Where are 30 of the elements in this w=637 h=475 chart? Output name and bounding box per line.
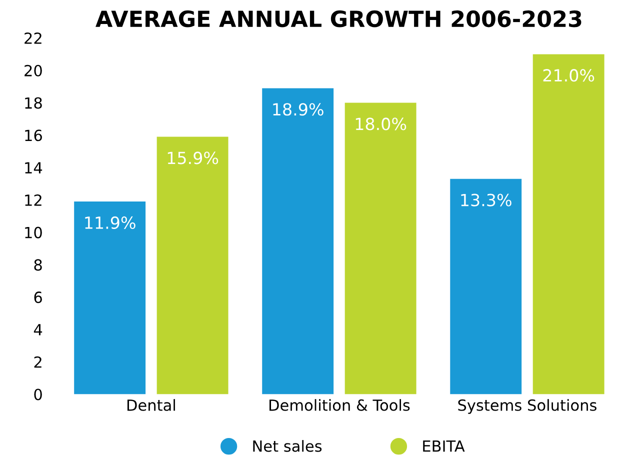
legend-label: EBITA <box>423 440 465 452</box>
data-label: 21.0% <box>543 69 594 82</box>
bar <box>262 88 334 394</box>
y-tick-label: 22 <box>24 32 42 44</box>
x-tick-label: Dental <box>127 399 175 411</box>
x-tick-label: Systems Solutions <box>458 399 596 414</box>
data-label: 18.0% <box>356 118 406 130</box>
y-tick-label: 14 <box>25 162 42 174</box>
x-tick-label: Demolition & Tools <box>270 399 410 411</box>
bar <box>532 54 604 394</box>
bar <box>344 102 416 394</box>
y-tick-label: 12 <box>25 194 42 206</box>
bar <box>450 178 522 394</box>
legend-label: Net sales <box>253 440 322 452</box>
chart-title: AVERAGE ANNUAL GROWTH 2006-2023 <box>96 10 582 28</box>
data-label: 15.9% <box>168 152 218 164</box>
y-tick-label: 4 <box>34 324 42 336</box>
y-tick-label: 10 <box>25 226 42 238</box>
y-tick-label: 20 <box>24 64 42 76</box>
y-tick-label: 6 <box>34 292 42 304</box>
y-tick-label: 0 <box>34 388 42 400</box>
y-tick-label: 8 <box>34 259 42 271</box>
y-tick-label: 16 <box>25 130 42 142</box>
bar <box>74 202 146 394</box>
data-label: 11.9% <box>85 216 136 230</box>
y-tick-label: 18 <box>25 97 42 109</box>
data-label: 18.9% <box>273 103 324 116</box>
bar <box>156 136 228 394</box>
data-label: 13.3% <box>461 194 512 206</box>
y-tick-label: 2 <box>34 356 42 368</box>
